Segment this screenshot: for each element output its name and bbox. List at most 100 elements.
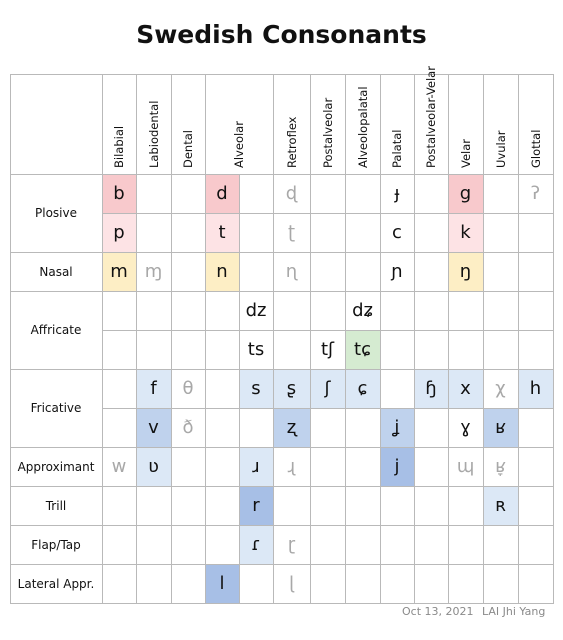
phoneme-symbol: d bbox=[216, 182, 228, 204]
cell-bg bbox=[137, 370, 171, 408]
phoneme-symbol: ʐ bbox=[286, 416, 297, 438]
cell-bg bbox=[240, 526, 273, 564]
cell-bg bbox=[415, 370, 448, 408]
grid-line bbox=[102, 74, 103, 604]
cell-bg bbox=[449, 214, 483, 252]
phoneme-symbol: g bbox=[459, 182, 472, 204]
grid-line bbox=[10, 252, 554, 253]
cell-bg bbox=[311, 370, 345, 408]
grid-line bbox=[102, 330, 554, 331]
cell-bg bbox=[484, 409, 518, 447]
phoneme-symbol: ɕ bbox=[357, 377, 368, 399]
cell-bg bbox=[449, 370, 483, 408]
grid-line bbox=[345, 74, 346, 604]
phoneme-symbol: ɣ bbox=[460, 416, 471, 438]
phoneme-symbol: c bbox=[392, 221, 402, 243]
cell-bg bbox=[449, 175, 483, 213]
phoneme-symbol: f bbox=[150, 377, 157, 399]
row-header: Approximant bbox=[17, 459, 95, 474]
phoneme-symbol: ɟ bbox=[394, 182, 400, 204]
column-header: Retroflex bbox=[284, 116, 299, 169]
column-header: Postalveolar-Velar bbox=[424, 66, 438, 168]
cell-bg bbox=[103, 253, 136, 291]
grid-line bbox=[10, 603, 554, 604]
cell-bg bbox=[206, 175, 239, 213]
cell-bg bbox=[240, 448, 273, 486]
cell-bg bbox=[206, 214, 239, 252]
row-header: Nasal bbox=[39, 264, 73, 279]
phoneme-symbol: h bbox=[529, 377, 542, 399]
column-header: Velar bbox=[458, 138, 473, 168]
phoneme-symbol: ɧ bbox=[425, 377, 437, 399]
row-header: Plosive bbox=[35, 206, 77, 220]
phoneme-symbol: j bbox=[394, 455, 400, 477]
grid-line bbox=[310, 74, 311, 604]
phoneme-symbol: ʝ bbox=[394, 416, 400, 438]
phoneme-symbol: ʂ bbox=[286, 377, 297, 399]
phoneme-symbol: θ bbox=[182, 377, 194, 399]
phoneme-symbol: ɖ bbox=[285, 182, 298, 204]
phoneme-symbol: ɰ bbox=[456, 455, 475, 477]
phoneme-symbol: ʀ bbox=[495, 494, 506, 516]
grid-line bbox=[273, 74, 274, 604]
phoneme-symbol: ʁ̞ bbox=[495, 455, 506, 477]
phoneme-symbol: ɾ bbox=[251, 533, 261, 555]
row-header: Fricative bbox=[30, 401, 82, 415]
column-header: Bilabial bbox=[112, 125, 126, 168]
phoneme-symbol: b bbox=[113, 182, 125, 204]
cell-bg bbox=[346, 370, 380, 408]
phoneme-symbol: ʃ bbox=[324, 377, 331, 399]
cell-bg bbox=[240, 487, 273, 525]
phoneme-symbol: ð bbox=[182, 416, 194, 438]
phoneme-symbol: tɕ bbox=[354, 338, 371, 360]
cell-bg bbox=[240, 370, 273, 408]
cell-bg bbox=[206, 253, 239, 291]
phoneme-symbol: s bbox=[251, 377, 261, 399]
row-header: Affricate bbox=[30, 323, 82, 337]
grid-line bbox=[553, 74, 554, 604]
cell-bg bbox=[103, 214, 136, 252]
grid-line bbox=[10, 486, 554, 487]
row-header: Lateral Appr. bbox=[17, 576, 95, 591]
phoneme-symbol: ʈ bbox=[287, 221, 296, 243]
phoneme-symbol: ŋ bbox=[459, 260, 472, 282]
phoneme-symbol: ɹ bbox=[252, 455, 260, 477]
phoneme-symbol: tʃ bbox=[320, 338, 335, 360]
column-header: Alveolopalatal bbox=[355, 86, 370, 168]
grid-line bbox=[205, 74, 206, 604]
cell-bg bbox=[381, 448, 414, 486]
phoneme-symbol: x bbox=[460, 377, 471, 399]
phoneme-symbol: ʁ bbox=[495, 416, 506, 438]
cell-bg bbox=[381, 409, 414, 447]
column-header: Postalveolar bbox=[320, 97, 335, 168]
cell-bg bbox=[484, 487, 518, 525]
grid-line bbox=[136, 74, 137, 604]
grid-line bbox=[483, 74, 484, 604]
row-header: Flap/Tap bbox=[31, 537, 81, 552]
phoneme-symbol: ɽ bbox=[287, 533, 296, 555]
column-header: Uvular bbox=[493, 130, 508, 168]
phoneme-symbol: m bbox=[110, 260, 128, 282]
grid-line bbox=[10, 525, 554, 526]
grid-line bbox=[518, 74, 519, 604]
grid-line bbox=[10, 564, 554, 565]
grid-line bbox=[102, 408, 554, 409]
grid-line bbox=[10, 74, 11, 604]
grid-line bbox=[10, 74, 554, 75]
row-header: Trill bbox=[45, 498, 67, 513]
cell-bg bbox=[449, 253, 483, 291]
grid-line bbox=[10, 174, 554, 175]
cell-bg bbox=[137, 448, 171, 486]
phoneme-symbol: ɭ bbox=[288, 572, 294, 594]
column-header: Dental bbox=[181, 130, 195, 168]
column-header: Palatal bbox=[390, 129, 404, 168]
cell-bg bbox=[346, 331, 380, 369]
grid-line bbox=[10, 447, 554, 448]
cell-bg bbox=[137, 409, 171, 447]
phoneme-symbol: dʑ bbox=[352, 299, 373, 321]
cell-bg bbox=[103, 175, 136, 213]
cell-bg bbox=[206, 565, 239, 603]
phoneme-symbol: t bbox=[218, 221, 226, 243]
phoneme-symbol: ʔ bbox=[530, 182, 541, 204]
